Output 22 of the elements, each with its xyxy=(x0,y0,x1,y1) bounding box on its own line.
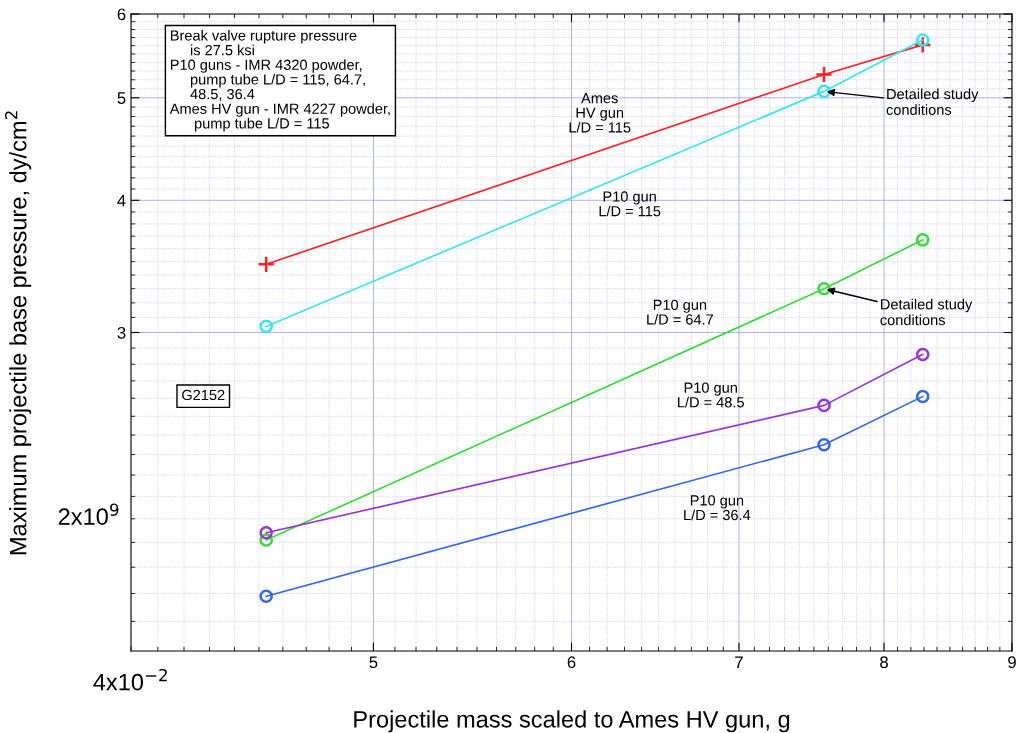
annotation: P10 gun L/D = 64.7 xyxy=(647,299,713,325)
annotation: Ames HV gun L/D = 115 xyxy=(569,93,631,133)
y-axis-title: Maximum projectile base pressure, dy/cm$^{2}$ xyxy=(5,111,32,555)
x-tick-label: 6 xyxy=(567,656,576,669)
y-tick-label: 5 xyxy=(117,92,126,104)
text: 2x10$^{9}$ xyxy=(58,503,119,525)
annotation: Detailed study conditions xyxy=(886,88,979,115)
annotation: P10 gun L/D = 48.5 xyxy=(678,382,744,408)
annotation: Break valve rupture pressure is 27.5 ksi P10 guns - IMR 4320 powder, pump tube L/D = 115, 64.7, 48.5, 36.4 Ames HV gun - IMR 4227 powder, pump tube L/D = 115 xyxy=(169,29,390,132)
x-tick-label: 9 xyxy=(1008,656,1016,669)
annotation: G2152 xyxy=(182,389,225,401)
annotation: P10 gun L/D = 36.4 xyxy=(684,495,751,521)
x-tick-label: 8 xyxy=(880,656,888,669)
y-tick-label: 4 xyxy=(117,194,126,207)
y-tick-label: 3 xyxy=(117,326,126,339)
annotation: P10 gun L/D = 115 xyxy=(599,191,661,217)
text: 4x10$^{−2}$ xyxy=(93,668,167,691)
y-tick-label: 6 xyxy=(117,8,126,21)
x-tick-label: 7 xyxy=(735,656,743,668)
x-axis-title: Projectile mass scaled to Ames HV gun, g xyxy=(354,710,790,733)
annotation: Detailed study conditions xyxy=(880,298,973,326)
x-tick-label: 5 xyxy=(369,656,378,669)
